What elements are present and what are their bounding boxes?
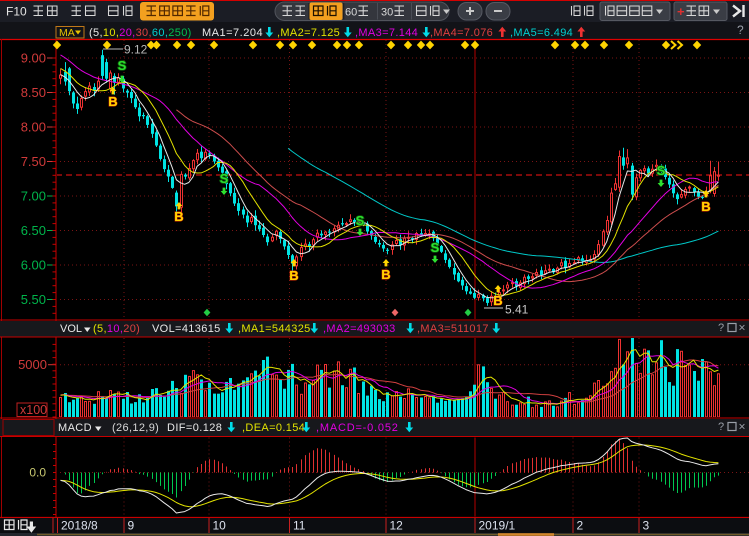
svg-text:MA: MA [59, 27, 75, 39]
svg-text:30: 30 [381, 7, 393, 19]
svg-text:6.50: 6.50 [21, 223, 46, 238]
svg-text:8.00: 8.00 [21, 120, 46, 135]
svg-text:,MA2=493033: ,MA2=493033 [323, 323, 396, 335]
svg-text:F10: F10 [6, 5, 27, 19]
svg-text:,DEA=0.154: ,DEA=0.154 [242, 422, 305, 434]
svg-text:B: B [381, 267, 390, 282]
svg-text:B: B [701, 199, 710, 214]
svg-text:?: ? [718, 421, 724, 433]
svg-text:MA1=7.204: MA1=7.204 [202, 27, 263, 39]
svg-text:12: 12 [390, 519, 404, 533]
svg-text:,MACD=-0.052: ,MACD=-0.052 [316, 422, 399, 434]
svg-text:,MA1=544325: ,MA1=544325 [238, 323, 311, 335]
svg-text:11: 11 [293, 519, 306, 533]
svg-text:(5,10,20,30,60,250): (5,10,20,30,60,250) [89, 27, 192, 39]
svg-text:5.50: 5.50 [21, 292, 46, 307]
svg-text:2: 2 [577, 519, 584, 533]
svg-text:,MA2=7.125: ,MA2=7.125 [277, 27, 340, 39]
svg-text:9: 9 [128, 519, 135, 533]
svg-text:,MA3=511017: ,MA3=511017 [417, 323, 489, 335]
svg-text:2018/8: 2018/8 [61, 519, 98, 533]
svg-text:B: B [174, 209, 183, 224]
svg-text:5.41: 5.41 [505, 303, 529, 317]
svg-text:3: 3 [643, 519, 650, 533]
svg-text:VOL: VOL [60, 323, 82, 335]
svg-text:MACD: MACD [58, 422, 92, 434]
svg-text:+: + [677, 4, 685, 19]
svg-text:(5,10,20): (5,10,20) [93, 323, 140, 335]
svg-text:DIF=0.128: DIF=0.128 [167, 422, 222, 434]
svg-text:,MA4=7.076: ,MA4=7.076 [430, 27, 493, 39]
svg-text:8.50: 8.50 [21, 85, 46, 100]
svg-text:B: B [289, 268, 298, 283]
svg-text:VOL=413615: VOL=413615 [152, 323, 221, 335]
svg-text:x100: x100 [20, 403, 47, 417]
svg-text:9.12: 9.12 [124, 43, 148, 57]
svg-text:,MA5=6.494: ,MA5=6.494 [510, 27, 573, 39]
svg-text:S: S [220, 171, 229, 186]
svg-text:S: S [431, 240, 440, 255]
svg-text:,MA3=7.144: ,MA3=7.144 [355, 27, 418, 39]
svg-text:S: S [118, 58, 127, 73]
svg-text:?: ? [718, 322, 724, 334]
svg-text:7.50: 7.50 [21, 154, 46, 169]
svg-text:0.0: 0.0 [29, 466, 46, 480]
svg-text:B: B [493, 293, 502, 308]
svg-text:9.00: 9.00 [21, 51, 46, 66]
svg-text:×: × [739, 420, 746, 434]
svg-text:2019/1: 2019/1 [479, 519, 516, 533]
svg-text:7.00: 7.00 [21, 189, 46, 204]
svg-text:×: × [739, 321, 746, 335]
svg-text:60: 60 [345, 7, 357, 19]
svg-text:S: S [356, 213, 365, 228]
svg-text:S: S [657, 163, 666, 178]
svg-text:5000: 5000 [18, 357, 47, 372]
svg-text:6.00: 6.00 [21, 258, 46, 273]
svg-text:10: 10 [213, 519, 227, 533]
svg-text:?: ? [737, 23, 744, 37]
svg-text:B: B [108, 94, 117, 109]
svg-text:(26,12,9): (26,12,9) [112, 422, 159, 434]
